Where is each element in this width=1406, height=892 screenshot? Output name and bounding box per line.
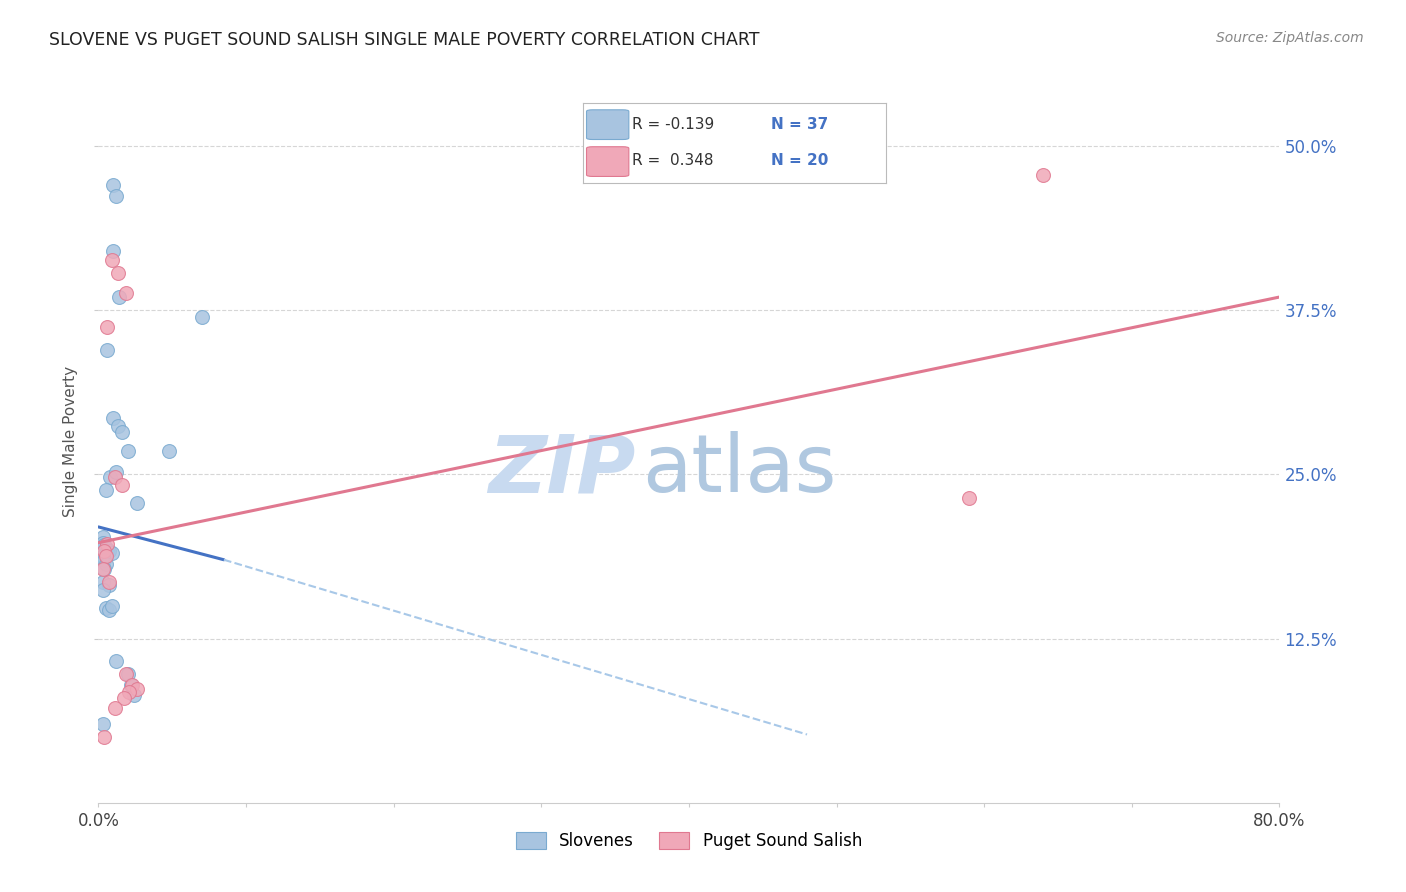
Point — [96, 343, 118, 357]
Point — [120, 677, 142, 691]
FancyBboxPatch shape — [586, 110, 628, 139]
Point — [115, 667, 138, 681]
Point — [91, 535, 114, 549]
Point — [959, 491, 981, 505]
Text: Source: ZipAtlas.com: Source: ZipAtlas.com — [1216, 31, 1364, 45]
Point — [125, 496, 148, 510]
Text: N = 37: N = 37 — [770, 117, 828, 132]
Point — [112, 690, 135, 705]
Point — [93, 553, 115, 567]
Legend: Slovenes, Puget Sound Salish: Slovenes, Puget Sound Salish — [509, 825, 869, 857]
Point — [97, 575, 120, 590]
Text: SLOVENE VS PUGET SOUND SALISH SINGLE MALE POVERTY CORRELATION CHART: SLOVENE VS PUGET SOUND SALISH SINGLE MAL… — [49, 31, 759, 49]
Point — [96, 320, 118, 334]
Point — [91, 582, 114, 597]
Text: ZIP: ZIP — [488, 432, 636, 509]
Point — [91, 575, 114, 590]
Point — [104, 470, 127, 484]
Point — [96, 543, 118, 558]
Point — [107, 266, 129, 280]
Point — [122, 688, 145, 702]
Text: R =  0.348: R = 0.348 — [631, 153, 713, 169]
Point — [103, 244, 125, 258]
Point — [94, 549, 117, 563]
Point — [97, 603, 120, 617]
FancyBboxPatch shape — [586, 147, 628, 177]
Point — [105, 465, 128, 479]
Point — [91, 531, 114, 545]
Point — [108, 290, 131, 304]
Point — [98, 470, 121, 484]
Text: atlas: atlas — [641, 432, 837, 509]
Point — [97, 543, 120, 558]
Point — [91, 717, 114, 731]
Point — [93, 538, 115, 552]
Point — [93, 562, 115, 576]
Point — [105, 654, 128, 668]
Point — [104, 701, 127, 715]
Point — [100, 599, 122, 613]
Y-axis label: Single Male Poverty: Single Male Poverty — [63, 366, 79, 517]
Point — [115, 286, 138, 301]
Point — [100, 546, 122, 560]
Point — [191, 310, 214, 324]
Point — [117, 667, 139, 681]
Point — [97, 578, 120, 592]
Point — [117, 443, 139, 458]
Point — [94, 601, 117, 615]
Point — [121, 677, 143, 691]
Point — [93, 730, 115, 744]
Point — [111, 425, 134, 440]
Point — [103, 178, 125, 193]
Point — [105, 189, 128, 203]
Point — [107, 418, 129, 433]
Point — [1032, 168, 1054, 182]
Point — [100, 253, 122, 268]
Point — [125, 681, 148, 696]
Point — [103, 410, 125, 425]
Text: N = 20: N = 20 — [770, 153, 828, 169]
Point — [94, 557, 117, 571]
Point — [111, 478, 134, 492]
Point — [118, 685, 141, 699]
Point — [91, 562, 114, 576]
Point — [93, 543, 115, 558]
Point — [94, 541, 117, 555]
Text: R = -0.139: R = -0.139 — [631, 117, 714, 132]
Point — [96, 537, 118, 551]
Point — [157, 443, 180, 458]
Point — [94, 483, 117, 497]
Point — [91, 549, 114, 563]
